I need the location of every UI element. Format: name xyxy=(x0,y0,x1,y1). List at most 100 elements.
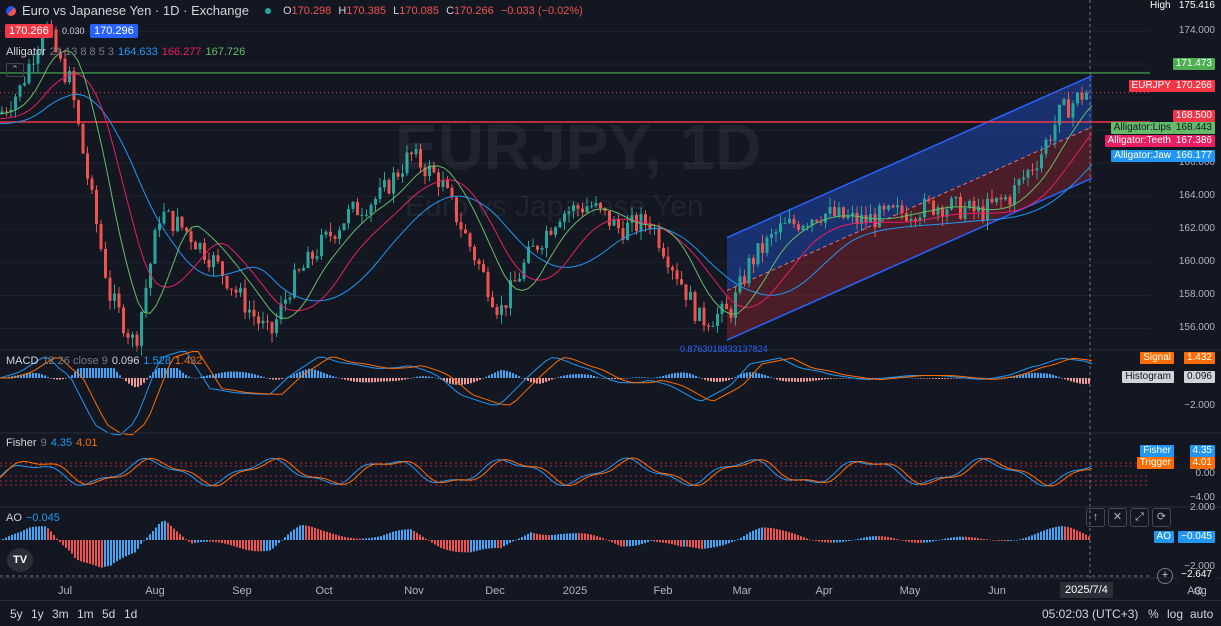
ao-bar xyxy=(944,538,946,540)
ao-bar xyxy=(245,540,247,550)
candle-body xyxy=(266,320,269,323)
ao-bar xyxy=(1061,526,1063,540)
ao-bar xyxy=(446,540,448,550)
settings-icon[interactable]: ⚙ xyxy=(1193,584,1204,598)
candle-body xyxy=(23,83,26,86)
ao-bar xyxy=(821,540,823,542)
ao-value-tag: −0.045 xyxy=(1178,531,1215,543)
candle-body xyxy=(774,232,778,235)
channel-upper-fill xyxy=(727,75,1092,291)
ao-bar xyxy=(248,540,250,551)
ao-bar xyxy=(209,540,211,542)
chart-canvas[interactable] xyxy=(0,0,1221,600)
candle-body xyxy=(819,221,823,223)
sell-button[interactable]: 170.266 xyxy=(5,24,53,38)
tradingview-logo[interactable]: TV xyxy=(7,548,33,572)
ao-bar xyxy=(815,540,817,541)
ao-bar xyxy=(674,540,676,545)
ao-legend[interactable]: AO −0.045 xyxy=(6,512,60,524)
ao-bar xyxy=(131,540,133,554)
candle-body xyxy=(95,189,98,225)
range-button-1y[interactable]: 1y xyxy=(31,607,44,621)
alligator-name: Alligator xyxy=(6,46,46,58)
macd-histogram-bar xyxy=(425,376,427,378)
macd-signal-value: 1.432 xyxy=(174,355,203,367)
auto-toggle[interactable]: auto xyxy=(1190,607,1214,621)
fisher-legend[interactable]: Fisher 9 4.35 4.01 xyxy=(6,437,98,449)
ao-bar xyxy=(425,538,427,540)
percent-toggle[interactable]: % xyxy=(1148,607,1159,621)
channel-mid-line xyxy=(726,126,1093,291)
macd-histogram-bar xyxy=(257,375,259,378)
ao-bar xyxy=(881,536,883,540)
range-button-3m[interactable]: 3m xyxy=(52,607,69,621)
close-pane-icon[interactable]: ✕ xyxy=(1108,508,1127,527)
ao-bar xyxy=(38,526,40,540)
candle-body xyxy=(599,203,602,208)
candle-body xyxy=(918,217,922,222)
clock[interactable]: 05:02:03 (UTC+3) xyxy=(1042,607,1139,621)
macd-histogram-bar xyxy=(83,368,85,378)
ao-bar xyxy=(122,540,124,558)
ao-bar xyxy=(971,537,973,540)
time-axis-label: Apr xyxy=(815,585,833,597)
macd-histogram-bar xyxy=(512,373,514,378)
range-button-1d[interactable]: 1d xyxy=(124,607,138,621)
add-icon[interactable]: + xyxy=(1157,568,1173,584)
ao-bar xyxy=(560,533,562,540)
candle-body xyxy=(504,305,508,309)
ao-bar xyxy=(977,538,979,540)
macd-histogram-bar xyxy=(179,370,181,378)
macd-histogram-bar xyxy=(590,375,592,378)
level-red-tag: 168.500 xyxy=(1172,110,1215,122)
ao-bar xyxy=(107,540,109,567)
macd-histogram-bar xyxy=(752,372,754,378)
macd-histogram-bar xyxy=(368,378,370,383)
ao-bar xyxy=(179,534,181,540)
macd-histogram-bar xyxy=(545,378,547,382)
ao-axis-bottom: −2.000 xyxy=(1184,561,1215,572)
macd-histogram-bar xyxy=(1070,378,1072,382)
collapse-legend-button[interactable]: ⌃ xyxy=(6,63,24,77)
candle-body xyxy=(959,196,962,219)
macd-legend[interactable]: MACD 12 26 close 9 0.096 1.528 1.432 xyxy=(6,355,202,367)
ao-bar xyxy=(692,540,694,548)
range-button-5y[interactable]: 5y xyxy=(10,607,23,621)
cursor-value-tag: −2.647 xyxy=(1178,569,1215,581)
ao-bar xyxy=(467,540,469,553)
alligator-jaw-line xyxy=(0,93,1093,302)
symbol-icon[interactable] xyxy=(6,5,16,16)
ao-bar xyxy=(380,536,382,540)
macd-histogram-bar xyxy=(1049,374,1051,378)
ao-bar xyxy=(320,530,322,540)
ao-bar xyxy=(356,538,358,540)
ao-bar xyxy=(215,540,217,543)
macd-histogram-bar xyxy=(29,373,31,378)
candle-body xyxy=(468,233,472,247)
range-button-1m[interactable]: 1m xyxy=(77,607,94,621)
ao-bar xyxy=(56,538,58,540)
fisher-pane xyxy=(0,457,1150,487)
buy-button[interactable]: 170.296 xyxy=(90,24,138,38)
macd-histogram-bar xyxy=(593,375,595,378)
reset-pane-icon[interactable]: ⟳ xyxy=(1152,508,1171,527)
chart-title[interactable]: Euro vs Japanese Yen · 1D · Exchange xyxy=(22,3,249,18)
ao-bar xyxy=(500,540,502,549)
macd-histogram-bar xyxy=(182,372,184,378)
macd-histogram-bar xyxy=(701,378,703,379)
macd-histogram-bar xyxy=(1031,372,1033,378)
macd-histogram-bar xyxy=(203,376,205,378)
alligator-legend[interactable]: Alligator 21 13 8 8 5 3 164.633 166.277 167.… xyxy=(6,46,245,58)
move-up-icon[interactable]: ↑ xyxy=(1086,508,1105,527)
maximize-pane-icon[interactable]: ⤢ xyxy=(1130,508,1149,527)
ao-bar xyxy=(173,528,175,540)
ao-bar xyxy=(890,537,892,540)
alligator-jaw-value: 164.633 xyxy=(117,46,158,58)
log-toggle[interactable]: log xyxy=(1167,607,1184,621)
candle-body xyxy=(423,167,427,177)
range-button-5d[interactable]: 5d xyxy=(102,607,116,621)
macd-histogram-bar xyxy=(944,378,946,379)
macd-histogram-bar xyxy=(299,371,301,378)
macd-histogram-bar xyxy=(653,377,655,379)
ao-bar xyxy=(101,540,103,568)
